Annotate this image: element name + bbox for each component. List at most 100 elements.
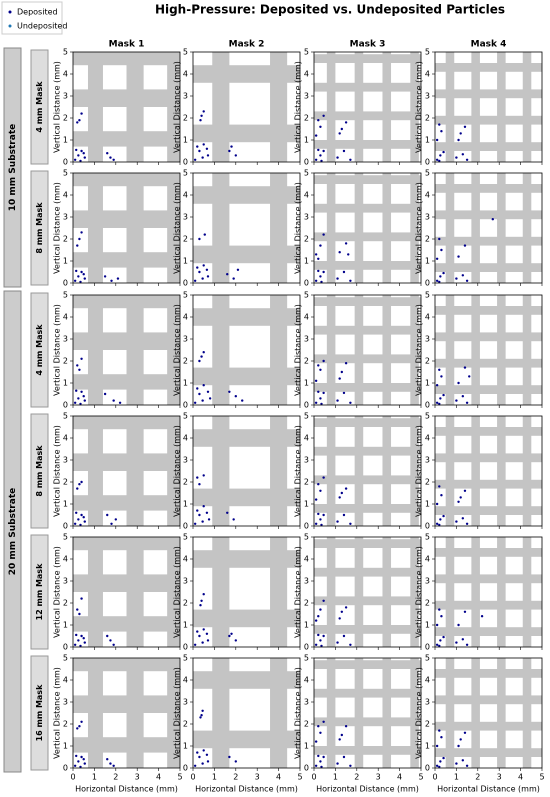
y-tick-label: 0 (63, 158, 68, 167)
mask-band-vertical (471, 537, 480, 647)
mask-band-vertical (410, 295, 419, 405)
x-tick-label: 3 (135, 773, 140, 782)
y-tick-label: 2 (425, 478, 430, 487)
y-tick-label: 1 (425, 742, 430, 751)
y-axis-label: Vertical Distance (mm) (173, 304, 182, 396)
mask-band-horizontal (314, 54, 421, 63)
y-tick-label: 3 (304, 577, 309, 586)
deposited-point (336, 399, 339, 402)
mask-band-horizontal (314, 660, 421, 669)
y-tick-label: 3 (425, 577, 430, 586)
deposited-point (106, 758, 109, 761)
deposited-point (83, 156, 86, 159)
mask-band-vertical (497, 173, 506, 283)
mask-band-horizontal (314, 175, 421, 184)
y-tick-label: 4 (304, 434, 309, 443)
deposited-point (200, 355, 203, 358)
deposited-point (349, 643, 352, 646)
deposited-point (80, 755, 83, 759)
y-tick-label: 4 (425, 555, 430, 564)
deposited-point (461, 274, 465, 277)
deposited-point (468, 375, 471, 378)
deposited-point (322, 720, 325, 723)
plot-frame (192, 415, 301, 527)
mask-band-horizontal (73, 89, 180, 107)
y-tick-label: 4 (63, 434, 68, 443)
deposited-point (83, 277, 86, 280)
y-tick-label: 5 (425, 48, 430, 57)
mask-band-horizontal (73, 52, 180, 66)
row-label: 8 mm Mask (35, 202, 44, 254)
y-tick-label: 2 (425, 114, 430, 123)
legend-label: Undeposited (17, 22, 67, 31)
y-tick-label: 5 (425, 169, 430, 178)
deposited-point (80, 480, 83, 484)
deposited-point (314, 253, 318, 256)
mask-band-horizontal (435, 385, 542, 394)
deposited-point (202, 593, 205, 596)
y-tick-label: 5 (63, 291, 68, 300)
deposited-point (314, 379, 318, 382)
deposited-point (199, 604, 202, 607)
mask-band-vertical (497, 537, 506, 647)
deposited-point (193, 643, 197, 646)
deposited-point (78, 725, 81, 728)
deposited-point (459, 738, 462, 741)
deposited-point (112, 158, 115, 161)
deposited-point (320, 159, 323, 163)
y-tick-label: 5 (183, 412, 188, 421)
plot-frame (313, 51, 422, 163)
deposited-point (322, 149, 325, 153)
y-tick-label: 2 (183, 357, 188, 366)
deposited-point (439, 397, 442, 400)
deposited-point (109, 156, 112, 159)
deposited-point (442, 756, 445, 760)
deposited-point (342, 149, 346, 153)
mask-band-vertical (522, 173, 532, 283)
deposited-point (228, 755, 231, 759)
mask-band-horizontal (435, 669, 542, 678)
mask-band-horizontal (314, 688, 421, 698)
deposited-point (461, 759, 465, 762)
deposited-point (435, 384, 439, 387)
y-axis-label: Vertical Distance (mm) (53, 182, 62, 274)
y-tick-label: 5 (63, 654, 68, 663)
deposited-point (112, 764, 115, 767)
mask-band-vertical (497, 416, 506, 526)
deposited-point (202, 384, 205, 387)
deposited-point (77, 518, 80, 521)
y-tick-label: 2 (304, 599, 309, 608)
deposited-point (201, 520, 204, 523)
deposited-point (344, 242, 348, 245)
row-label: 4 mm Mask (35, 81, 44, 133)
deposited-point (198, 392, 201, 396)
row-label-box (30, 655, 49, 771)
mask-band-vertical (471, 295, 480, 405)
y-axis-label: Vertical Distance (mm) (53, 667, 62, 759)
y-tick-label: 4 (63, 191, 68, 200)
y-tick-label: 1 (63, 742, 68, 751)
x-axis-label: Horizontal Distance (mm) (437, 785, 540, 794)
deposited-point (465, 764, 469, 767)
deposited-point (73, 158, 77, 161)
mask-band-horizontal (193, 671, 300, 689)
y-tick-label: 2 (183, 720, 188, 729)
y-tick-label: 3 (304, 698, 309, 707)
deposited-point (319, 489, 322, 492)
deposited-point (465, 643, 469, 646)
y-tick-label: 2 (183, 235, 188, 244)
deposited-point (439, 275, 442, 278)
row-label: 16 mm Mask (35, 684, 44, 741)
y-tick-label: 3 (425, 698, 430, 707)
row-label-box (30, 534, 49, 650)
mask-band-horizontal (314, 596, 421, 606)
plot-frame (313, 294, 422, 406)
deposited-point (457, 623, 460, 627)
y-tick-label: 5 (425, 291, 430, 300)
x-tick-label: 4 (276, 773, 281, 782)
deposited-point (491, 218, 494, 221)
deposited-point (203, 233, 206, 236)
y-tick-label: 3 (63, 335, 68, 344)
y-tick-label: 4 (425, 676, 430, 685)
mask-band-horizontal (435, 695, 542, 705)
